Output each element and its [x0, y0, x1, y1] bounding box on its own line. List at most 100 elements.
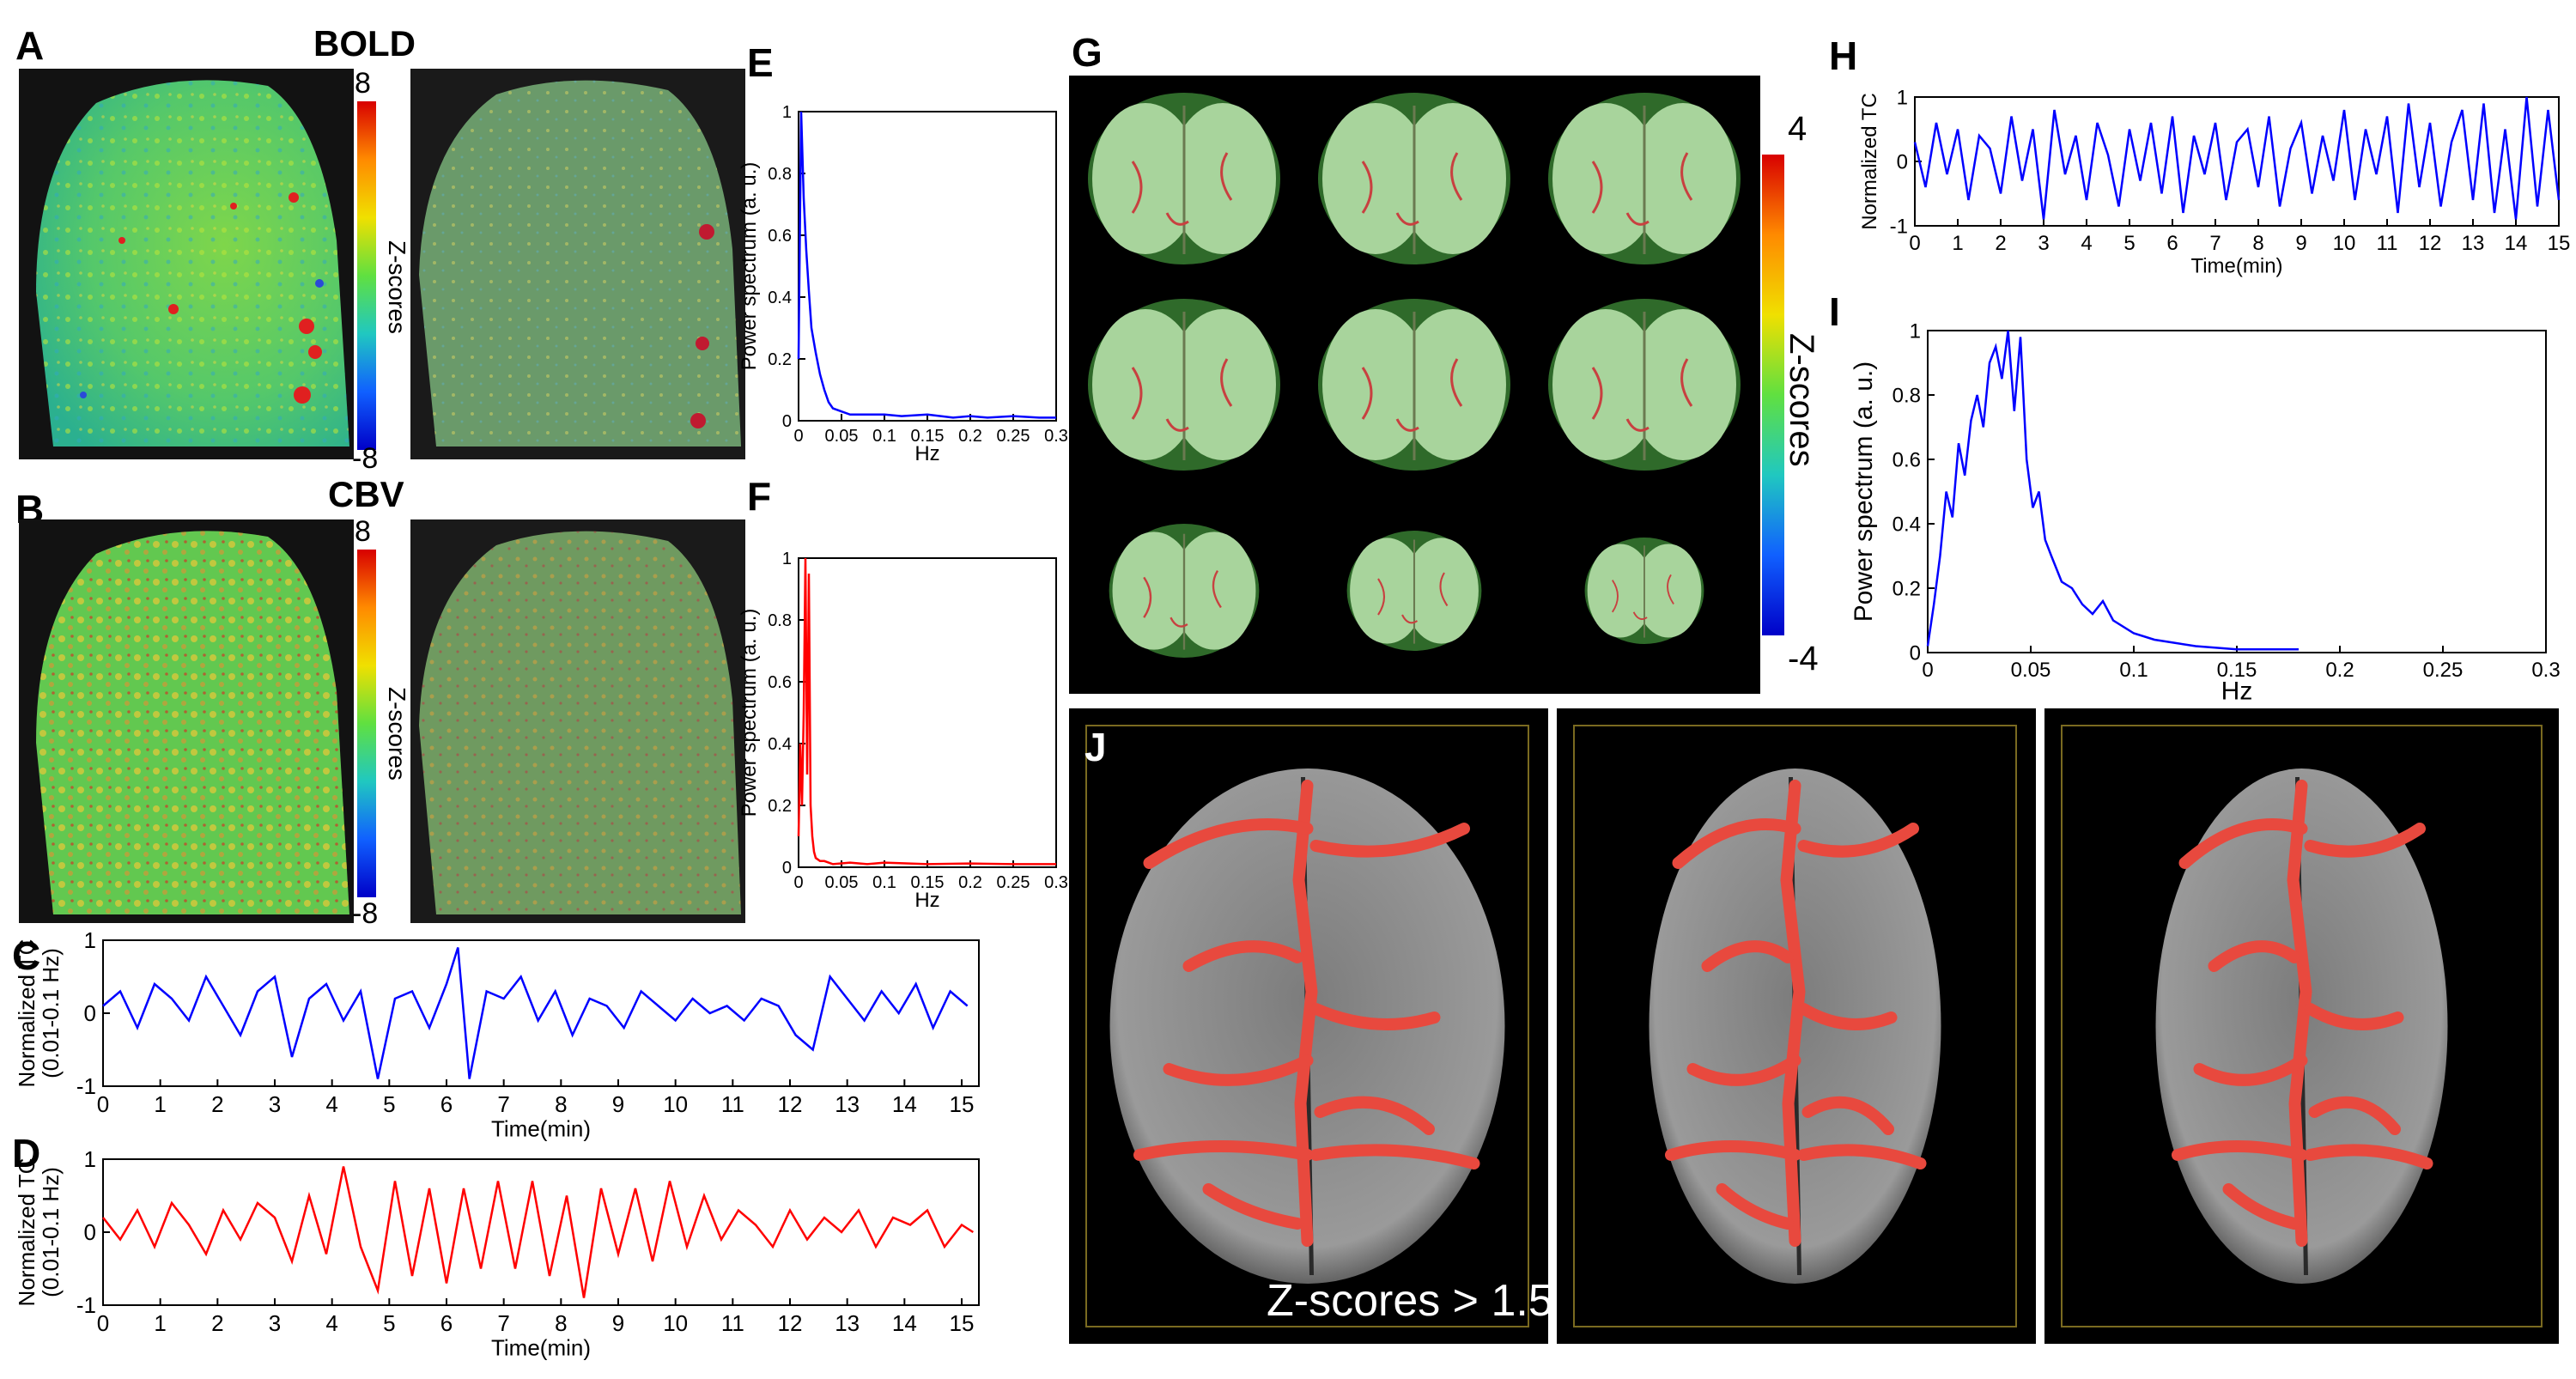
axes-frame-c [102, 939, 980, 1087]
panel-label-e: E [747, 40, 774, 85]
x-tick-label: 12 [778, 1091, 803, 1117]
x-tick-label: 15 [950, 1091, 975, 1117]
x-tick-label: 3 [269, 1091, 281, 1117]
slice-mosaic [1069, 76, 1760, 694]
x-tick-label: 3 [269, 1310, 281, 1336]
brain-slice [1088, 299, 1280, 471]
x-tick-label: 0.15 [911, 873, 945, 892]
brain-overlay-image [1109, 768, 1505, 1284]
y-tick-label: 0.6 [1893, 448, 1921, 471]
x-tick-label: 7 [2209, 232, 2221, 255]
y-axis-label: Power spectrum (a. u.) [1850, 361, 1878, 622]
y-tick-label: 0.4 [1893, 513, 1921, 536]
x-tick-label: 6 [440, 1310, 453, 1336]
x-tick-label: 5 [383, 1091, 395, 1117]
y-tick-label: 0.4 [768, 289, 792, 307]
x-tick-label: 2 [211, 1091, 223, 1117]
x-tick-label: 13 [2462, 232, 2485, 255]
y-axis-label-secondary: (0.01-0.1 Hz) [38, 1167, 64, 1297]
panel-j-container: J Z-scores > 1.5 [1069, 708, 2559, 1344]
zscore-threshold-annotation: Z-scores > 1.5 [1267, 1276, 1553, 1326]
colorbar-b [357, 550, 376, 897]
x-tick-label: 4 [325, 1310, 337, 1336]
x-tick-label: 13 [835, 1310, 860, 1336]
x-tick-label: 0.15 [2217, 659, 2257, 682]
x-tick-label: 4 [325, 1091, 337, 1117]
colorbar-b-max: 8 [355, 515, 371, 548]
x-tick-label: 14 [2505, 232, 2528, 255]
panel-label-a: A [15, 23, 45, 68]
panel-label-h: H [1829, 33, 1858, 78]
y-tick-label: -1 [76, 1073, 96, 1099]
x-tick-label: 2 [1995, 232, 2006, 255]
colorbar-g [1762, 155, 1784, 635]
y-tick-label: 0 [782, 859, 792, 878]
x-tick-label: 0.3 [1044, 873, 1068, 892]
x-tick-label: 0.25 [997, 427, 1030, 446]
y-tick-label: -1 [76, 1292, 96, 1318]
colorbar-a-label: Z-scores [384, 240, 410, 334]
x-axis-label: Time(min) [2190, 254, 2282, 277]
brain-slice [1318, 299, 1510, 471]
x-tick-label: 0.3 [2531, 659, 2560, 682]
y-tick-label: 0.4 [768, 735, 792, 754]
axes-frame-e [798, 111, 1057, 422]
x-tick-label: 0 [1909, 232, 1920, 255]
x-tick-label: 11 [2377, 232, 2398, 255]
x-tick-label: 0 [793, 427, 803, 446]
x-tick-label: 10 [663, 1310, 688, 1336]
y-tick-label: 0 [782, 412, 792, 431]
panel-label-c: C [12, 933, 41, 978]
x-tick-label: 1 [154, 1091, 166, 1117]
brain-slice [1109, 524, 1260, 658]
x-tick-label: 7 [497, 1091, 509, 1117]
chart-e-bold-spectrum: 0 0.05 0.1 0.15 0.2 0.25 0.3 0 0.2 0.4 0.6 0.8 1 Hz Po… [738, 103, 1068, 465]
brain-slice [1548, 93, 1741, 264]
colorbar-b-min: -8 [352, 897, 379, 930]
chart-i-spectrum: 0 0.05 0.1 0.15 0.2 0.25 0.3 0 0.2 0.4 0.6 0.8 1 Hz Po… [1850, 319, 2561, 705]
y-tick-label: 1 [782, 103, 792, 122]
x-tick-label: 3 [2038, 232, 2049, 255]
y-tick-label: 0.8 [1893, 384, 1921, 407]
x-tick-label: 0.2 [958, 427, 982, 446]
brain-slice [1318, 93, 1510, 264]
x-axis-label: Hz [2221, 677, 2253, 705]
brain-slice [1548, 299, 1741, 471]
chart-d-cbv-timecourse: 0 1 2 3 4 5 6 7 8 9 10 11 12 13 14 15-101Time(min)Norma… [14, 1146, 980, 1361]
x-tick-label: 0.15 [911, 427, 945, 446]
x-tick-label: 0 [97, 1091, 109, 1117]
y-tick-label: 0 [1910, 641, 1921, 665]
x-axis-label: Hz [914, 889, 939, 912]
x-tick-label: 10 [663, 1091, 688, 1117]
y-axis-label: Normalized TC [14, 1158, 39, 1307]
y-tick-label: 1 [1897, 86, 1908, 109]
y-tick-label: 0.6 [768, 673, 792, 692]
x-axis-label: Time(min) [491, 1335, 591, 1361]
x-tick-label: 9 [612, 1091, 624, 1117]
chart-c-bold-timecourse: 0 1 2 3 4 5 6 7 8 9 10 11 12 13 14 15-101Time(min)Norma… [14, 927, 980, 1142]
x-tick-label: 0 [793, 873, 803, 892]
panel-label-f: F [747, 474, 772, 519]
x-tick-label: 0.1 [872, 427, 896, 446]
x-tick-label: 1 [154, 1310, 166, 1336]
x-axis-label: Hz [914, 442, 939, 465]
series-line-c [102, 947, 969, 1079]
x-tick-label: 15 [2548, 232, 2571, 255]
x-tick-label: 11 [721, 1310, 744, 1336]
x-tick-label: 0 [1922, 659, 1933, 682]
chart-h-timecourse: 0 1 2 3 4 5 6 7 8 9 10 11 12 13 14 15-101Time(min)Norma… [1858, 86, 2571, 277]
x-tick-label: 0.3 [1044, 427, 1068, 446]
brain-overlay-image [1649, 768, 1941, 1284]
x-tick-label: 8 [555, 1091, 567, 1117]
y-axis-label-secondary: (0.01-0.1 Hz) [38, 948, 64, 1078]
colorbar-g-label: Z-scores [1783, 333, 1820, 467]
x-tick-label: 14 [892, 1091, 917, 1117]
x-tick-label: 10 [2333, 232, 2356, 255]
series-line-i [1926, 330, 2299, 651]
series-line-h [1913, 96, 2561, 220]
x-tick-label: 1 [1952, 232, 1963, 255]
y-tick-label: 0.8 [768, 611, 792, 630]
y-axis-label: Normalized TC [14, 939, 39, 1088]
y-axis-label: Normalized TC [1858, 93, 1881, 230]
colorbar-a [357, 101, 376, 450]
